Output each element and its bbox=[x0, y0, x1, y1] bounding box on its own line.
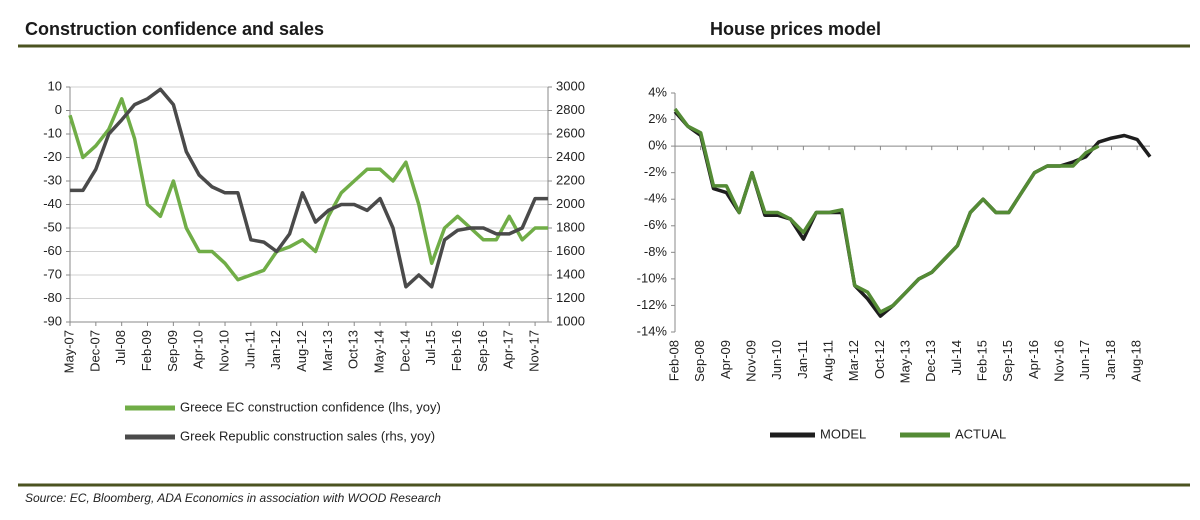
y-tick-label: -6% bbox=[644, 217, 668, 232]
series-line bbox=[70, 87, 548, 289]
x-tick-label: Aug-18 bbox=[1129, 340, 1144, 382]
legend-label: ACTUAL bbox=[955, 426, 1006, 441]
source: Source: EC, Bloomberg, ADA Economics in … bbox=[25, 491, 441, 505]
x-tick-label: Apr-17 bbox=[501, 330, 516, 369]
x-tick-label: Jan-12 bbox=[268, 330, 283, 370]
x-tick-label: Feb-08 bbox=[666, 340, 681, 381]
y-tick-label: -40 bbox=[43, 196, 62, 211]
y2-tick-label: 1000 bbox=[556, 313, 585, 328]
y-tick-label: -12% bbox=[637, 297, 668, 312]
y-tick-label: -20 bbox=[43, 149, 62, 164]
x-tick-label: Jan-11 bbox=[795, 340, 810, 379]
x-tick-label: Mar-12 bbox=[846, 340, 861, 381]
series-line bbox=[673, 107, 1100, 314]
x-tick-label: Dec-13 bbox=[923, 340, 938, 382]
x-tick-label: Jun-11 bbox=[242, 330, 257, 369]
y-tick-label: -70 bbox=[43, 266, 62, 281]
x-tick-label: Aug-12 bbox=[294, 330, 309, 372]
y-tick-label: -60 bbox=[43, 243, 62, 258]
x-tick-label: Jan-18 bbox=[1103, 340, 1118, 380]
legend-label: MODEL bbox=[820, 426, 866, 441]
y-tick-label: -80 bbox=[43, 290, 62, 305]
x-tick-label: Oct-13 bbox=[346, 330, 361, 369]
x-tick-label: Feb-16 bbox=[449, 330, 464, 371]
y-tick-label: -14% bbox=[637, 323, 668, 338]
y-tick-label: 0 bbox=[55, 102, 62, 117]
y-tick-label: -10 bbox=[43, 125, 62, 140]
y-tick-label: -30 bbox=[43, 172, 62, 187]
legend-label: Greece EC construction confidence (lhs, … bbox=[180, 399, 441, 414]
y2-tick-label: 2600 bbox=[556, 125, 585, 140]
y2-tick-label: 2000 bbox=[556, 196, 585, 211]
x-tick-label: Jun-17 bbox=[1077, 340, 1092, 380]
x-tick-label: Apr-09 bbox=[718, 340, 733, 379]
x-tick-label: Jul-08 bbox=[113, 330, 128, 365]
x-tick-label: Jul-14 bbox=[949, 340, 964, 375]
y-tick-label: -4% bbox=[644, 191, 668, 206]
series-line bbox=[68, 97, 548, 282]
y2-tick-label: 2800 bbox=[556, 102, 585, 117]
y2-tick-label: 2400 bbox=[556, 149, 585, 164]
x-tick-label: May-07 bbox=[61, 330, 76, 373]
x-tick-label: Sep-09 bbox=[165, 330, 180, 372]
x-tick-label: Feb-15 bbox=[975, 340, 990, 381]
y2-tick-label: 2200 bbox=[556, 172, 585, 187]
x-tick-label: Nov-09 bbox=[743, 340, 758, 382]
y-tick-label: -90 bbox=[43, 313, 62, 328]
y-tick-label: 2% bbox=[648, 111, 667, 126]
y2-tick-label: 3000 bbox=[556, 78, 585, 93]
x-tick-label: May-13 bbox=[898, 340, 913, 383]
x-tick-label: Jun-10 bbox=[769, 340, 784, 380]
x-tick-label: Sep-16 bbox=[475, 330, 490, 372]
y-tick-label: -8% bbox=[644, 244, 668, 259]
y2-tick-label: 1600 bbox=[556, 243, 585, 258]
legend-label: Greek Republic construction sales (rhs, … bbox=[180, 428, 435, 443]
x-tick-label: Dec-14 bbox=[397, 330, 412, 372]
y-tick-label: -2% bbox=[644, 164, 668, 179]
y-tick-label: -10% bbox=[637, 270, 668, 285]
y2-tick-label: 1200 bbox=[556, 290, 585, 305]
x-tick-label: Sep-15 bbox=[1000, 340, 1015, 382]
y2-tick-label: 1400 bbox=[556, 266, 585, 281]
x-tick-label: May-14 bbox=[371, 330, 386, 373]
y-tick-label: 0% bbox=[648, 138, 667, 153]
x-tick-label: Aug-11 bbox=[820, 340, 835, 381]
x-tick-label: Feb-09 bbox=[139, 330, 154, 371]
x-tick-label: Mar-13 bbox=[320, 330, 335, 371]
y-tick-label: 10 bbox=[48, 78, 62, 93]
x-tick-label: Jul-15 bbox=[423, 330, 438, 365]
x-tick-label: Dec-07 bbox=[87, 330, 102, 372]
x-tick-label: Apr-10 bbox=[191, 330, 206, 369]
x-tick-label: Oct-12 bbox=[872, 340, 887, 379]
x-tick-label: Apr-16 bbox=[1026, 340, 1041, 379]
x-tick-label: Nov-17 bbox=[527, 330, 542, 372]
x-tick-label: Nov-16 bbox=[1052, 340, 1067, 382]
x-tick-label: Sep-08 bbox=[692, 340, 707, 382]
y-tick-label: 4% bbox=[648, 84, 667, 99]
chart-title: Construction confidence and sales bbox=[25, 19, 324, 39]
x-tick-label: Nov-10 bbox=[216, 330, 231, 372]
y2-tick-label: 1800 bbox=[556, 219, 585, 234]
chart-title: House prices model bbox=[710, 19, 881, 39]
y-tick-label: -50 bbox=[43, 219, 62, 234]
